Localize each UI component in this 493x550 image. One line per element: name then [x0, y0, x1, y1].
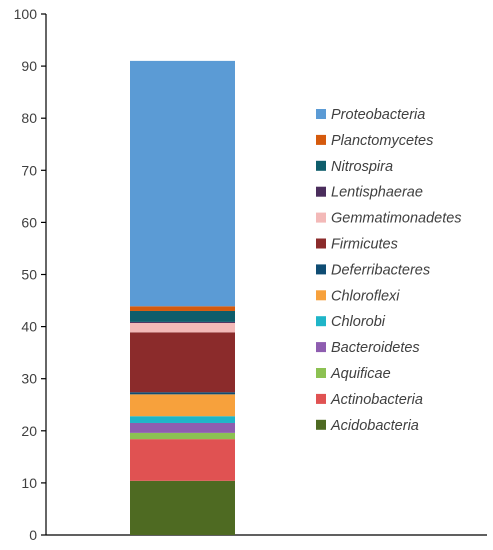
- legend-swatch-chlorobi: [316, 316, 326, 327]
- y-tick-label: 80: [21, 110, 37, 126]
- legend-swatch-gemmatimonadetes: [316, 212, 326, 223]
- bar-segment-aquificae: [130, 432, 235, 440]
- y-tick-label: 10: [21, 475, 37, 491]
- legend-swatch-deferribacteres: [316, 264, 326, 275]
- bar-segment-nitrospira: [130, 310, 235, 322]
- legend-label-acidobacteria: Acidobacteria: [330, 418, 419, 434]
- y-tick-label: 50: [21, 267, 37, 283]
- bar-segment-chloroflexi: [130, 394, 235, 417]
- legend-label-nitrospira: Nitrospira: [331, 159, 393, 175]
- y-tick-label: 30: [21, 371, 37, 387]
- y-tick-label: 90: [21, 58, 37, 74]
- bar-segment-actinobacteria: [130, 439, 235, 481]
- bar-segment-lentisphaerae: [130, 321, 235, 323]
- legend-swatch-lentisphaerae: [316, 186, 326, 197]
- legend-swatch-aquificae: [316, 368, 326, 378]
- legend-swatch-firmicutes: [316, 238, 326, 249]
- legend-swatch-actinobacteria: [316, 393, 326, 404]
- legend-label-deferribacteres: Deferribacteres: [331, 262, 430, 278]
- legend: Proteobacteria Planctomycetes Nitrospira Le…: [316, 107, 462, 434]
- legend-label-aquificae: Aquificae: [330, 366, 391, 382]
- legend-label-gemmatimonadetes: Gemmatimonadetes: [331, 211, 462, 227]
- y-tick-label: 0: [29, 527, 37, 543]
- bar-segment-deferribacteres: [130, 392, 235, 395]
- bar-segment-gemmatimonadetes: [130, 322, 235, 333]
- bar-segment-bacteroidetes: [130, 422, 235, 433]
- bar-segment-acidobacteria: [130, 480, 235, 535]
- legend-label-lentisphaerae: Lentisphaerae: [331, 185, 423, 201]
- y-tick-label: 20: [21, 423, 37, 439]
- bar-segment-chlorobi: [130, 416, 235, 423]
- legend-swatch-proteobacteria: [316, 109, 326, 119]
- y-tick-label: 100: [14, 6, 38, 22]
- legend-swatch-acidobacteria: [316, 419, 326, 430]
- legend-label-proteobacteria: Proteobacteria: [331, 107, 425, 123]
- legend-label-firmicutes: Firmicutes: [331, 237, 398, 253]
- bar-segment-firmicutes: [130, 332, 235, 393]
- legend-swatch-bacteroidetes: [316, 342, 326, 353]
- legend-swatch-nitrospira: [316, 160, 326, 171]
- bar-segment-proteobacteria: [130, 60, 235, 307]
- legend-swatch-chloroflexi: [316, 290, 326, 301]
- y-tick-label: 70: [21, 162, 37, 178]
- bar-segment-planctomycetes: [130, 306, 235, 311]
- y-tick-label: 60: [21, 214, 37, 230]
- legend-label-chloroflexi: Chloroflexi: [331, 288, 400, 304]
- legend-label-actinobacteria: Actinobacteria: [330, 392, 423, 408]
- legend-label-chlorobi: Chlorobi: [331, 314, 386, 330]
- y-tick-label: 40: [21, 319, 37, 335]
- bar-stack: [130, 60, 235, 535]
- legend-label-bacteroidetes: Bacteroidetes: [331, 340, 420, 356]
- y-axis: 0 10 20 30 40 50 60 70 80 90 100: [14, 6, 487, 543]
- legend-label-planctomycetes: Planctomycetes: [331, 133, 433, 149]
- legend-swatch-planctomycetes: [316, 134, 326, 145]
